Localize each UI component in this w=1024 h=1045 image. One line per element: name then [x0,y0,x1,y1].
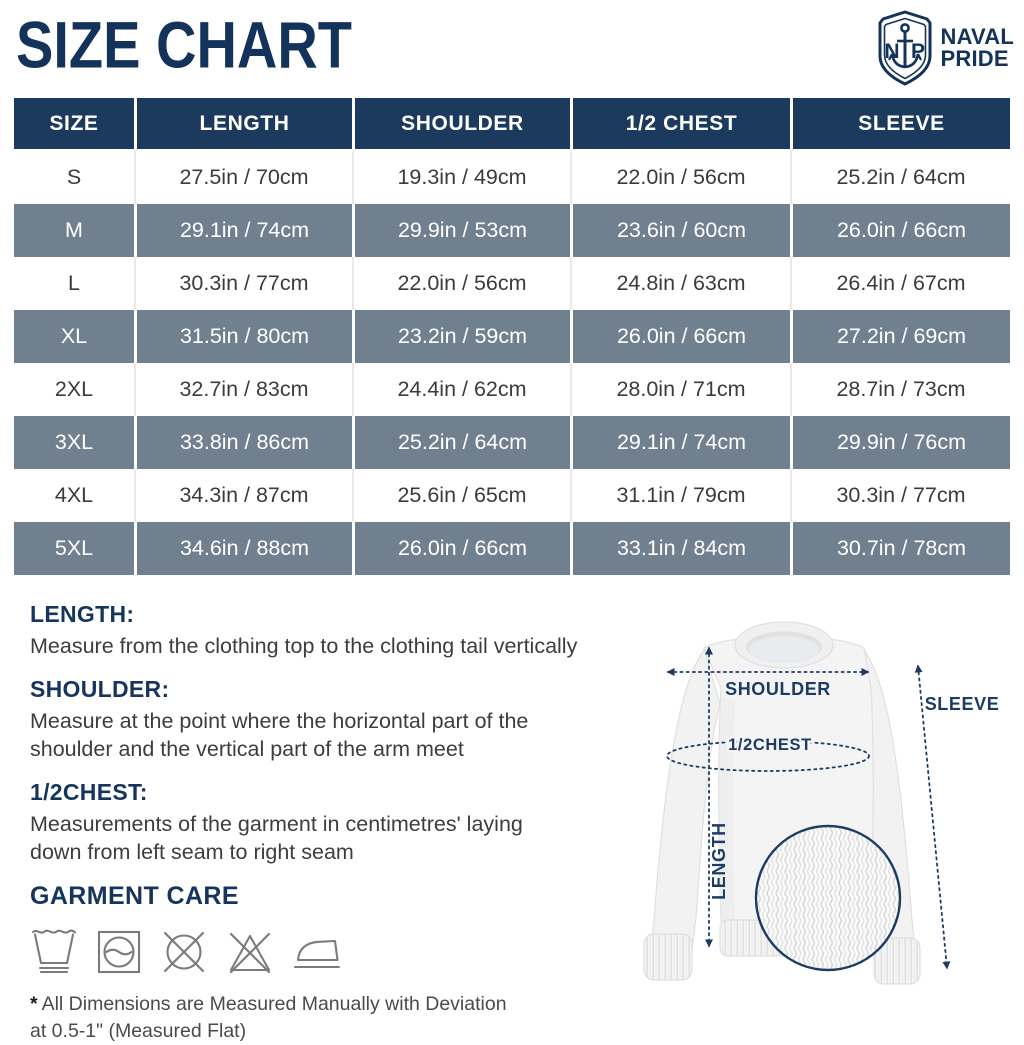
value-cell: 26.0in / 66cm [352,522,570,575]
size-cell: 5XL [14,522,134,575]
info-panel: LENGTH: Measure from the clothing top to… [30,601,678,1045]
length-term: LENGTH: [30,601,135,627]
chest-description: Measurements of the garment in centimetr… [30,811,523,864]
footnote-text: All Dimensions are Measured Manually wit… [30,992,507,1042]
sleeve-arrow [914,664,951,970]
size-table: SIZE LENGTH SHOULDER 1/2 CHEST SLEEVE S 27.5i… [14,98,1010,575]
brand-name: NAVAL PRIDE [940,23,1014,71]
length-label: LENGTH [709,822,729,900]
value-cell: 29.9in / 53cm [352,204,570,257]
size-cell: 4XL [14,469,134,522]
iron-icon [293,939,341,968]
value-cell: 31.5in / 80cm [134,310,352,363]
page-title: SIZE CHART [16,7,352,82]
chest-term: 1/2CHEST: [30,778,148,805]
shoulder-term: SHOULDER: [30,675,170,702]
value-cell: 28.7in / 73cm [790,363,1010,416]
column-header: 1/2 CHEST [570,98,790,151]
table-row: XL 31.5in / 80cm 23.2in / 59cm 26.0in / 66c… [14,310,1010,363]
value-cell: 23.6in / 60cm [570,204,790,257]
value-cell: 22.0in / 56cm [352,257,570,310]
value-cell: 23.2in / 59cm [352,310,570,363]
column-header: SIZE [14,98,134,151]
value-cell: 33.8in / 86cm [134,416,352,469]
chest-ellipse [666,740,870,772]
table-row: S 27.5in / 70cm 19.3in / 49cm 22.0in / 56cm… [14,151,1010,204]
column-header: LENGTH [134,98,352,151]
length-description: Measure from the clothing top to the clo… [30,634,578,658]
brand-line-1: NAVAL [940,23,1014,49]
value-cell: 22.0in / 56cm [570,151,790,204]
chest-label: 1/2CHEST [728,736,812,754]
size-cell: 2XL [14,363,134,416]
value-cell: 26.0in / 66cm [570,310,790,363]
value-cell: 26.4in / 67cm [790,257,1010,310]
value-cell: 19.3in / 49cm [352,151,570,204]
care-icons-row [30,923,678,975]
value-cell: 25.2in / 64cm [352,416,570,469]
table-row: 3XL 33.8in / 86cm 25.2in / 64cm 29.1in / 74… [14,416,1010,469]
sleeve-label: SLEEVE [925,694,1000,714]
sweater-illustration [643,621,921,985]
value-cell: 30.7in / 78cm [790,522,1010,575]
value-cell: 30.3in / 77cm [790,469,1010,522]
size-cell: M [14,204,134,257]
wash-gentle-icon [31,929,77,973]
value-cell: 27.2in / 69cm [790,310,1010,363]
size-table-body: S 27.5in / 70cm 19.3in / 49cm 22.0in / 56cm… [14,151,1010,575]
do-not-dry-clean-icon [163,931,205,972]
value-cell: 25.2in / 64cm [790,151,1010,204]
size-cell: S [14,151,134,204]
monogram-right: P [911,40,925,63]
value-cell: 24.4in / 62cm [352,363,570,416]
sweater-diagram: SHOULDER 1/2CHEST LENGTH SLEEVE [640,588,1024,1024]
column-header: SLEEVE [790,98,1010,151]
table-row: 2XL 32.7in / 83cm 24.4in / 62cm 28.0in / 71… [14,363,1010,416]
value-cell: 32.7in / 83cm [134,363,352,416]
anchor-glyph [888,23,923,69]
brand-line-2: PRIDE [940,46,1009,71]
size-cell: XL [14,310,134,363]
value-cell: 34.3in / 87cm [134,469,352,522]
value-cell: 25.6in / 65cm [352,469,570,522]
shield-anchor-icon: N P [878,10,932,86]
value-cell: 29.9in / 76cm [790,416,1010,469]
size-table-head-row: SIZE LENGTH SHOULDER 1/2 CHEST SLEEVE [14,98,1010,151]
value-cell: 31.1in / 79cm [570,469,790,522]
table-row: L 30.3in / 77cm 22.0in / 56cm 24.8in / 63cm… [14,257,1010,310]
size-cell: L [14,257,134,310]
footnote: * All Dimensions are Measured Manually wi… [30,991,678,1045]
value-cell: 29.1in / 74cm [570,416,790,469]
value-cell: 34.6in / 88cm [134,522,352,575]
value-cell: 28.0in / 71cm [570,363,790,416]
footnote-marker: * [30,992,38,1015]
do-not-bleach-icon [229,932,271,973]
value-cell: 30.3in / 77cm [134,257,352,310]
fabric-swatch-circle [754,824,902,972]
value-cell: 26.0in / 66cm [790,204,1010,257]
size-cell: 3XL [14,416,134,469]
value-cell: 24.8in / 63cm [570,257,790,310]
value-cell: 29.1in / 74cm [134,204,352,257]
column-header: SHOULDER [352,98,570,151]
shoulder-description: Measure at the point where the horizonta… [30,708,529,761]
brand-logo: N P NAVAL PRIDE [877,10,1014,86]
garment-care-heading: GARMENT CARE [30,881,239,910]
value-cell: 33.1in / 84cm [570,522,790,575]
table-row: 5XL 34.6in / 88cm 26.0in / 66cm 33.1in / 84… [14,522,1010,575]
value-cell: 27.5in / 70cm [134,151,352,204]
table-row: M 29.1in / 74cm 29.9in / 53cm 23.6in / 60cm… [14,204,1010,257]
monogram-left: N [885,40,900,63]
shoulder-label: SHOULDER [725,679,831,699]
tumble-dry-icon [97,930,141,973]
table-row: 4XL 34.3in / 87cm 25.6in / 65cm 31.1in / 79… [14,469,1010,522]
